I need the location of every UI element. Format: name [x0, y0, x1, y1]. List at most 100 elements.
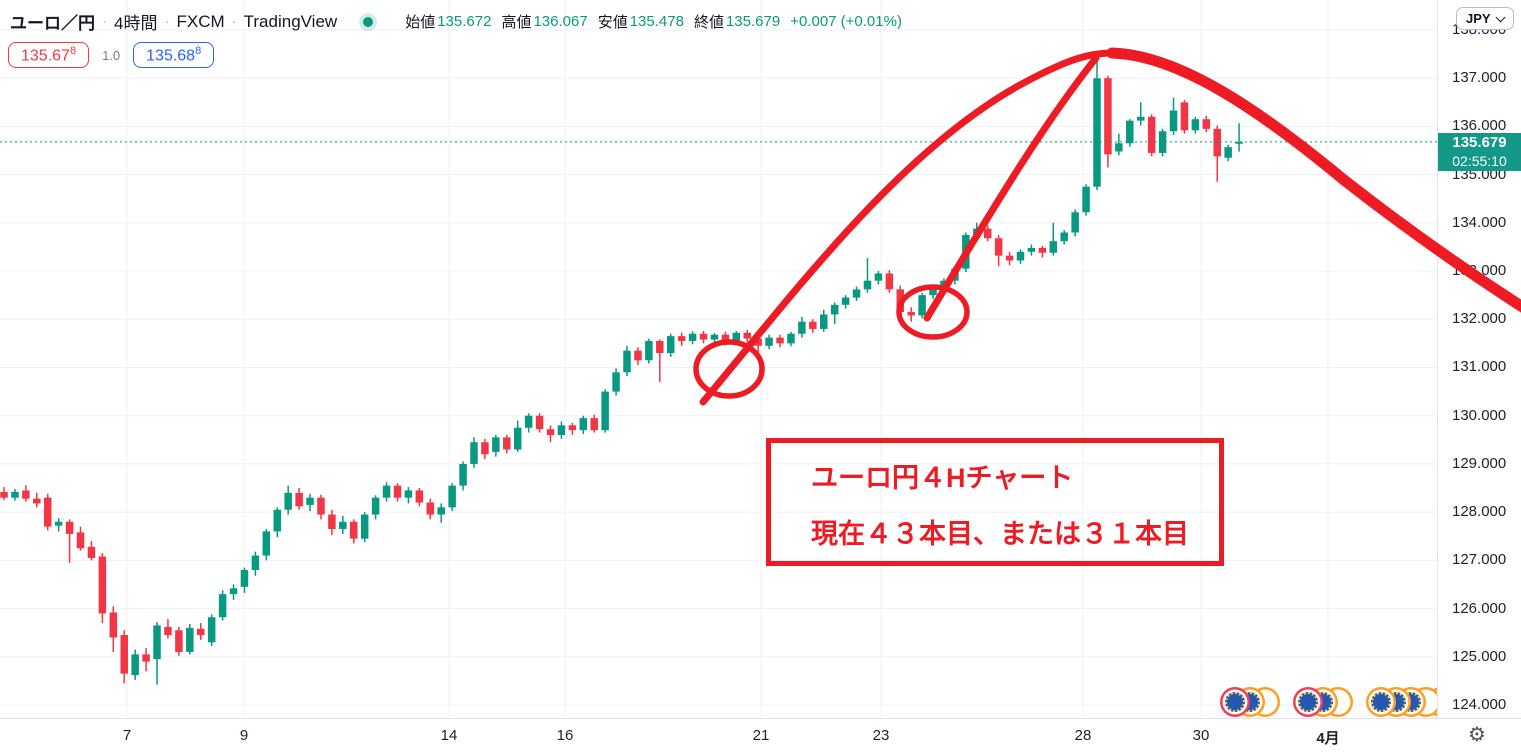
candle-up [131, 654, 139, 676]
candle-down [503, 437, 511, 450]
candle-up [1093, 78, 1101, 187]
annotation-text-box[interactable]: ユーロ円４Hチャート 現在４３本目、または３１本目 [766, 438, 1224, 566]
time-axis-label: 28 [1074, 727, 1092, 744]
candle-down [196, 628, 205, 636]
candle-down [907, 312, 915, 316]
separator-dot: · [231, 13, 237, 30]
platform-label: TradingView [243, 11, 338, 31]
candle-up [710, 334, 719, 340]
candle-up [513, 427, 522, 450]
time-axis-label: 9 [239, 727, 249, 744]
ohlc-value: 135.672 [437, 13, 492, 30]
candle-down [1005, 255, 1014, 261]
candle-down [22, 490, 30, 499]
candle-up [284, 492, 292, 510]
annotation-line-2: 現在４３本目、または３１本目 [811, 519, 1189, 549]
candle-down [983, 228, 992, 239]
candle-down [1202, 119, 1211, 129]
time-axis-label: 30 [1192, 727, 1210, 744]
ohlc-label: 始値 [405, 14, 436, 31]
candle-up [874, 273, 883, 281]
candle-up [1060, 232, 1068, 242]
economic-events-cluster[interactable] [1298, 687, 1354, 719]
candle-down [43, 497, 52, 527]
candle-up [798, 321, 806, 334]
price-axis-label: 129.000 [1452, 454, 1507, 472]
price-axis-label: 133.000 [1452, 262, 1507, 280]
candle-up [962, 234, 970, 269]
price-axis-label: 130.000 [1452, 406, 1507, 424]
eu-flag-arc-icon [1255, 692, 1275, 712]
price-axis-label: 128.000 [1452, 503, 1507, 521]
candle-up [524, 415, 533, 428]
candle-up [612, 372, 620, 392]
time-axis-label: 7 [122, 727, 132, 744]
price-axis-label: 134.000 [1452, 213, 1507, 231]
interval-label[interactable]: 4時間 [114, 14, 158, 33]
candle-down [1180, 102, 1189, 131]
candle-up [623, 350, 631, 373]
ohlc-label: 安値 [597, 14, 628, 31]
buy-ask-button[interactable]: 135.688 [133, 42, 215, 69]
candle-up [11, 491, 19, 498]
currency-unit-button[interactable]: JPY [1456, 7, 1514, 30]
candle-down [328, 514, 336, 530]
candle-up [448, 485, 456, 508]
candle-up [404, 490, 413, 498]
candle-up [470, 442, 478, 464]
candle-up [1136, 116, 1145, 121]
time-axis-label: 21 [752, 727, 770, 744]
spread-value: 1.0 [102, 47, 121, 63]
candle-up [765, 337, 773, 346]
candle-down [776, 337, 784, 344]
candle-down [568, 425, 577, 431]
eu-flag-icon [1225, 692, 1245, 712]
ask-price: 135.68 [146, 47, 196, 65]
candle-down [0, 491, 8, 498]
candle-up [1016, 251, 1025, 261]
candle-down [994, 238, 1003, 256]
candle-down [535, 415, 544, 430]
price-axis-label: 125.000 [1452, 647, 1507, 665]
candle-down [743, 332, 751, 339]
candle-up [951, 268, 959, 281]
symbol-name[interactable]: ユーロ／円 [10, 14, 95, 33]
price-axis[interactable]: 138.000137.000136.000135.000134.000133.0… [1437, 0, 1521, 718]
candle-down [546, 429, 555, 435]
candle-down [1104, 78, 1112, 155]
sell-bid-button[interactable]: 135.678 [8, 42, 90, 69]
candle-up [787, 333, 795, 344]
candle-down [699, 333, 708, 340]
gear-icon[interactable]: ⚙ [1468, 722, 1486, 746]
candle-up [1115, 143, 1123, 152]
market-status-dot-icon[interactable] [363, 16, 374, 27]
candle-up [601, 391, 609, 431]
time-axis-label: 14 [440, 727, 458, 744]
candle-up [54, 521, 63, 526]
chart-pane[interactable] [0, 0, 1437, 718]
candle-up [929, 287, 937, 296]
candle-down [896, 289, 905, 313]
current-price-value: 135.679 [1452, 134, 1507, 151]
candle-down [426, 502, 435, 515]
ask-price-sup: 8 [195, 45, 202, 57]
economic-events-cluster[interactable] [1225, 687, 1281, 719]
ohlc-values: 始値 135.672 高値 136.067 安値 135.478 終値 135.679 +0.0… [395, 11, 902, 32]
candle-up [1027, 247, 1036, 252]
candle-down [590, 418, 598, 431]
candle-down [885, 273, 894, 290]
candle-up [557, 425, 566, 435]
candle-up [339, 521, 347, 530]
candle-down [350, 521, 358, 539]
candle-down [295, 492, 303, 507]
candle-up [863, 280, 872, 290]
candle-up [207, 617, 216, 643]
candle-down [109, 612, 118, 638]
candle-up [306, 497, 314, 505]
price-axis-label: 132.000 [1452, 310, 1507, 328]
time-axis[interactable]: 7 9 14 16 21 23 28 30 4月 ⚙ [0, 718, 1521, 752]
candle-down [809, 321, 817, 329]
quote-panel: 135.678 1.0 135.688 [8, 42, 215, 69]
economic-event-markers [1225, 687, 1457, 719]
